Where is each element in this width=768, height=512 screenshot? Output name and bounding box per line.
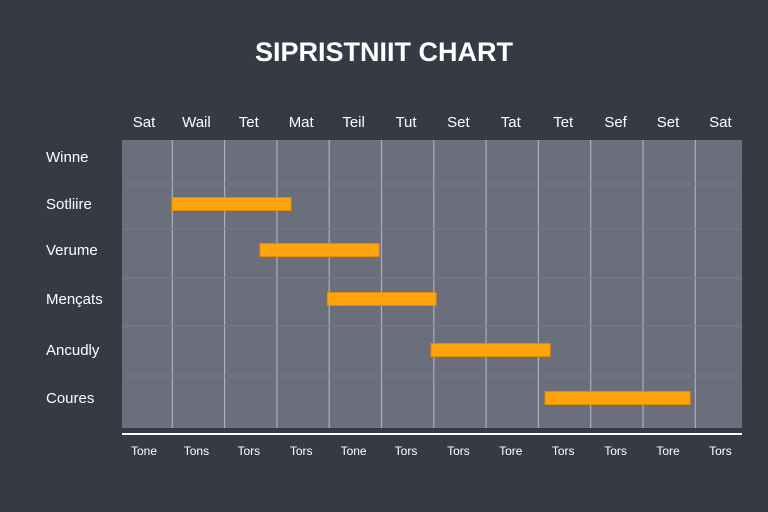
top-tick-label: Tet (553, 114, 574, 131)
bottom-tick-label: Tors (290, 444, 313, 458)
bottom-tick-label: Tons (184, 444, 209, 458)
top-tick-label: Sef (604, 114, 627, 131)
row-label: Coures (46, 390, 94, 407)
top-tick-label: Mat (289, 114, 315, 131)
task-bar (430, 343, 551, 357)
row-label: Mençats (46, 291, 103, 308)
bottom-tick-label: Tors (604, 444, 627, 458)
task-bars (171, 197, 691, 405)
row-label: Verume (46, 242, 98, 259)
row-labels: Winne Sotliire Verume Mençats Ancudly Coures (46, 149, 103, 407)
top-tick-label: Tut (395, 114, 417, 131)
task-bar (259, 243, 380, 257)
row-label: Sotliire (46, 196, 92, 213)
bottom-axis-labels: Tone Tons Tors Tors Tone Tors Tors Tore Tors Tors… (131, 444, 732, 458)
bottom-tick-label: Tors (237, 444, 260, 458)
bottom-tick-label: Tors (709, 444, 732, 458)
bottom-tick-label: Tore (499, 444, 523, 458)
grid-lines (122, 140, 742, 428)
top-tick-label: Teil (342, 114, 365, 131)
task-bar (326, 292, 437, 306)
top-tick-label: Set (447, 114, 470, 131)
top-tick-label: Tet (239, 114, 260, 131)
top-tick-label: Set (657, 114, 680, 131)
bottom-tick-label: Tore (656, 444, 680, 458)
chart-title: SIPRISTNIIT CHART (255, 37, 514, 67)
bottom-tick-label: Tors (552, 444, 575, 458)
bottom-tick-label: Tors (395, 444, 418, 458)
top-tick-label: Tat (501, 114, 522, 131)
row-label: Ancudly (46, 342, 100, 359)
bottom-tick-label: Tone (341, 444, 367, 458)
plot-area (122, 140, 742, 428)
top-tick-label: Sat (133, 114, 156, 131)
bottom-tick-label: Tors (447, 444, 470, 458)
top-tick-label: Sat (709, 114, 732, 131)
top-tick-label: Wail (182, 114, 211, 131)
row-label: Winne (46, 149, 89, 166)
bottom-tick-label: Tone (131, 444, 157, 458)
task-bar (544, 391, 691, 405)
task-bar (171, 197, 292, 211)
top-axis-labels: Sat Wail Tet Mat Teil Tut Set Tat Tet Sef Set Sat (133, 114, 733, 131)
